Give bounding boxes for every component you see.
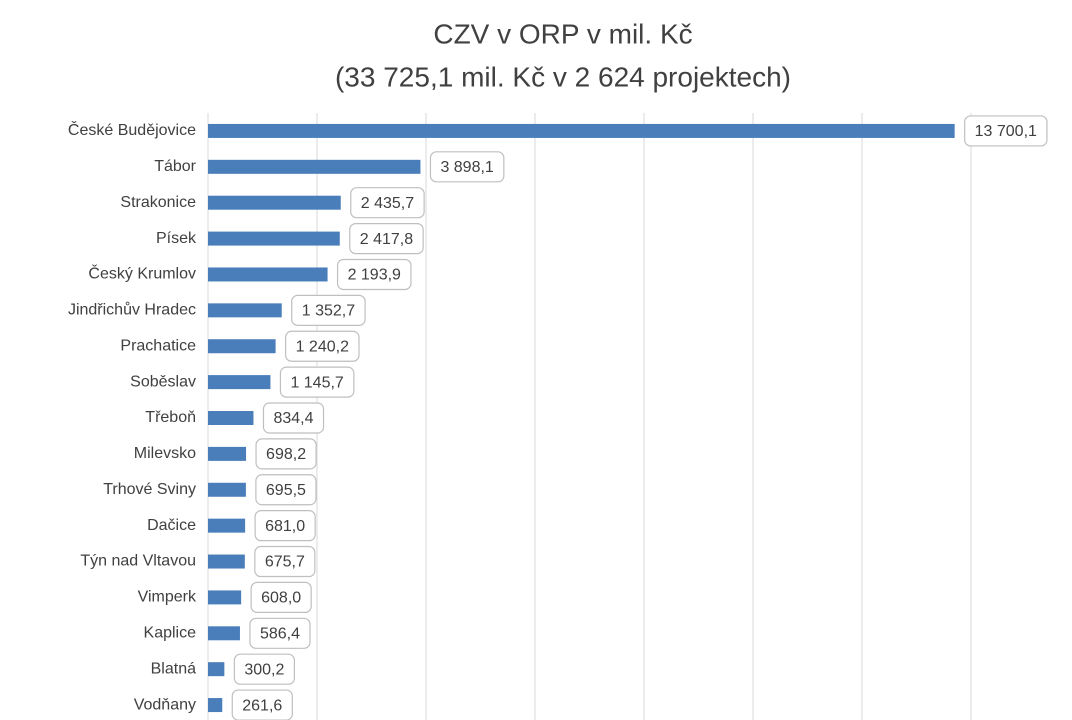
- category-label: Soběslav: [130, 373, 196, 390]
- data-label-box: [964, 115, 1048, 147]
- category-label: Jindřichův Hradec: [68, 301, 196, 319]
- data-label-box: [231, 689, 293, 720]
- data-label-box: [254, 545, 316, 578]
- bar: [208, 411, 254, 425]
- category-label: Kaplice: [144, 625, 197, 642]
- bar: [208, 626, 240, 641]
- bar: [208, 698, 223, 713]
- data-label-box: [249, 617, 311, 649]
- bar: [208, 662, 225, 677]
- bar: [208, 375, 271, 390]
- bar: [208, 554, 245, 569]
- data-label-box: [284, 330, 360, 362]
- bar: [208, 123, 955, 138]
- data-label: 3 898,1: [440, 159, 493, 176]
- bar: [208, 446, 247, 461]
- data-label: 2 435,7: [361, 195, 414, 212]
- data-label-box: [336, 258, 412, 291]
- bar: [208, 303, 282, 318]
- category-label: Český Krumlov: [88, 264, 196, 283]
- data-label: 681,0: [265, 518, 305, 535]
- data-label-box: [255, 438, 317, 470]
- bar: [208, 482, 246, 497]
- data-label: 608,0: [261, 590, 301, 607]
- data-label: 834,4: [273, 410, 313, 427]
- bar: [208, 518, 246, 533]
- data-label-box: [250, 581, 312, 614]
- category-label: Blatná: [151, 660, 196, 677]
- category-label: Vimperk: [138, 589, 197, 606]
- category-label: Vodňany: [134, 696, 196, 713]
- category-label: Trhové Sviny: [103, 481, 196, 498]
- chart-title: CZV v ORP v mil. Kč: [433, 18, 692, 49]
- data-label: 698,2: [266, 446, 306, 463]
- data-label-box: [262, 402, 325, 434]
- chart-subtitle: (33 725,1 mil. Kč v 2 624 projektech): [335, 61, 791, 92]
- bar: [208, 339, 276, 354]
- data-label-box: [279, 366, 355, 398]
- data-label-box: [291, 294, 366, 326]
- data-label: 586,4: [260, 626, 300, 643]
- data-label: 261,6: [242, 697, 282, 714]
- category-label: Dačice: [147, 517, 196, 534]
- data-label: 13 700,1: [975, 123, 1037, 140]
- data-label-box: [254, 510, 316, 542]
- data-label-box: [349, 222, 424, 255]
- data-label: 1 240,2: [296, 338, 349, 355]
- category-label: Prachatice: [120, 337, 196, 354]
- data-label: 2 417,8: [360, 231, 413, 248]
- category-label: České Budějovice: [68, 120, 196, 139]
- data-label-box: [350, 187, 425, 219]
- data-label: 675,7: [265, 554, 305, 571]
- bar: [208, 267, 328, 282]
- bar: [208, 159, 421, 174]
- bar: [208, 231, 340, 246]
- category-label: Milevsko: [134, 445, 196, 462]
- category-label: Tábor: [154, 158, 196, 175]
- bar: [208, 195, 341, 210]
- category-label: Strakonice: [120, 194, 196, 211]
- category-label: Třeboň: [145, 409, 196, 426]
- data-label: 1 352,7: [302, 303, 355, 320]
- data-label-box: [233, 653, 296, 685]
- category-label: Písek: [156, 230, 197, 247]
- data-label: 1 145,7: [290, 374, 343, 391]
- data-label: 2 193,9: [348, 267, 401, 284]
- category-label: Týn nad Vltavou: [80, 553, 196, 570]
- bar: [208, 590, 242, 605]
- data-label: 300,2: [244, 661, 284, 678]
- data-label-box: [429, 151, 505, 183]
- data-label: 695,5: [266, 482, 306, 499]
- data-label-box: [255, 474, 317, 506]
